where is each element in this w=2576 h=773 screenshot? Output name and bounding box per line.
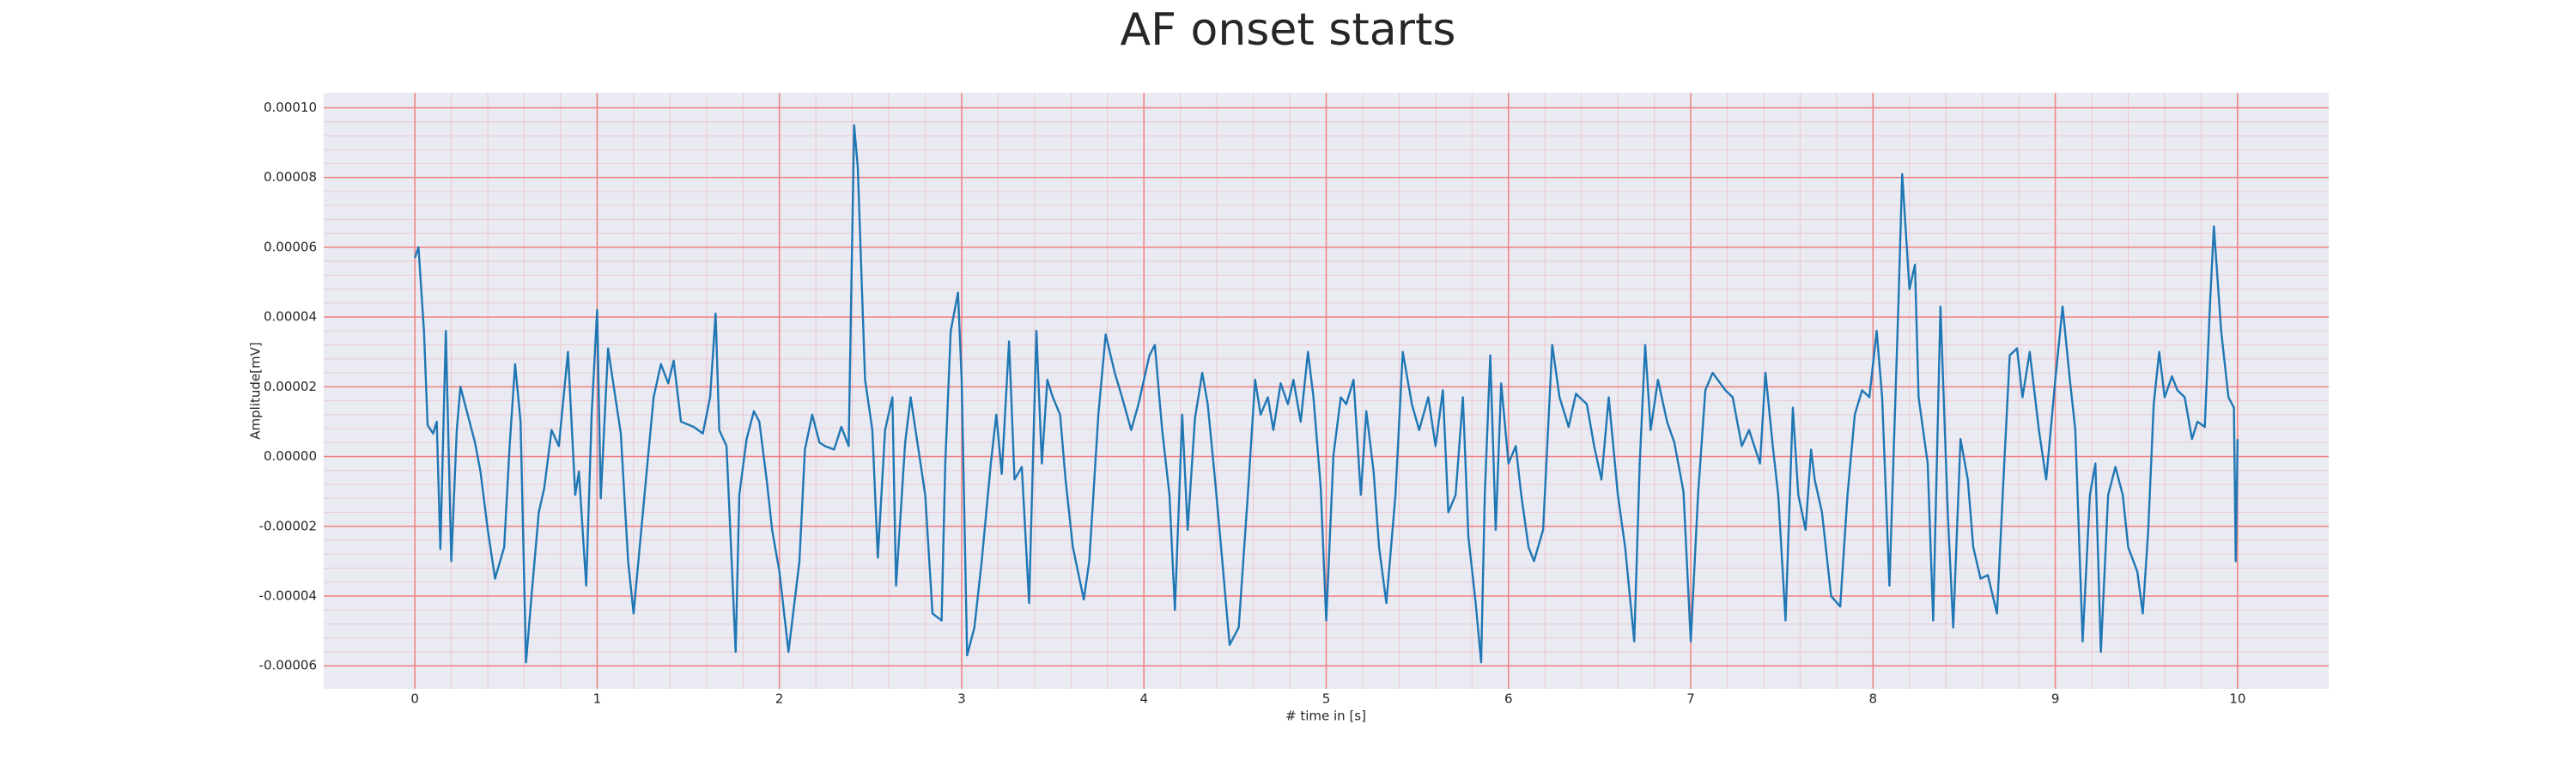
y-tick-label: -0.00004 — [259, 587, 317, 603]
y-tick-label: 0.00006 — [264, 239, 317, 254]
y-tick-label: 0.00010 — [264, 100, 317, 115]
y-tick-label: -0.00006 — [259, 658, 317, 673]
x-tick-label: 9 — [2051, 691, 2060, 707]
x-tick-label: 6 — [1504, 691, 1513, 707]
x-tick-label: 8 — [1869, 691, 1878, 707]
x-tick-label: 3 — [957, 691, 966, 707]
y-tick-label: -0.00002 — [259, 518, 317, 533]
chart-title: AF onset starts — [1121, 4, 1456, 56]
x-tick-label: 10 — [2229, 691, 2245, 707]
x-axis-label: # time in [s] — [1285, 709, 1366, 724]
y-tick-label: 0.00000 — [264, 448, 317, 464]
signal-line — [414, 124, 2239, 664]
x-tick-label: 4 — [1139, 691, 1148, 707]
y-tick-label: 0.00008 — [264, 169, 317, 185]
x-tick-label: 0 — [410, 691, 419, 707]
y-axis-label: Amplitude[mV] — [248, 342, 264, 439]
x-tick-label: 7 — [1686, 691, 1695, 707]
y-tick-label: 0.00002 — [264, 379, 317, 394]
y-tick-label: 0.00004 — [264, 309, 317, 325]
x-tick-label: 5 — [1322, 691, 1331, 707]
x-tick-label: 2 — [775, 691, 784, 707]
x-tick-label: 1 — [593, 691, 602, 707]
